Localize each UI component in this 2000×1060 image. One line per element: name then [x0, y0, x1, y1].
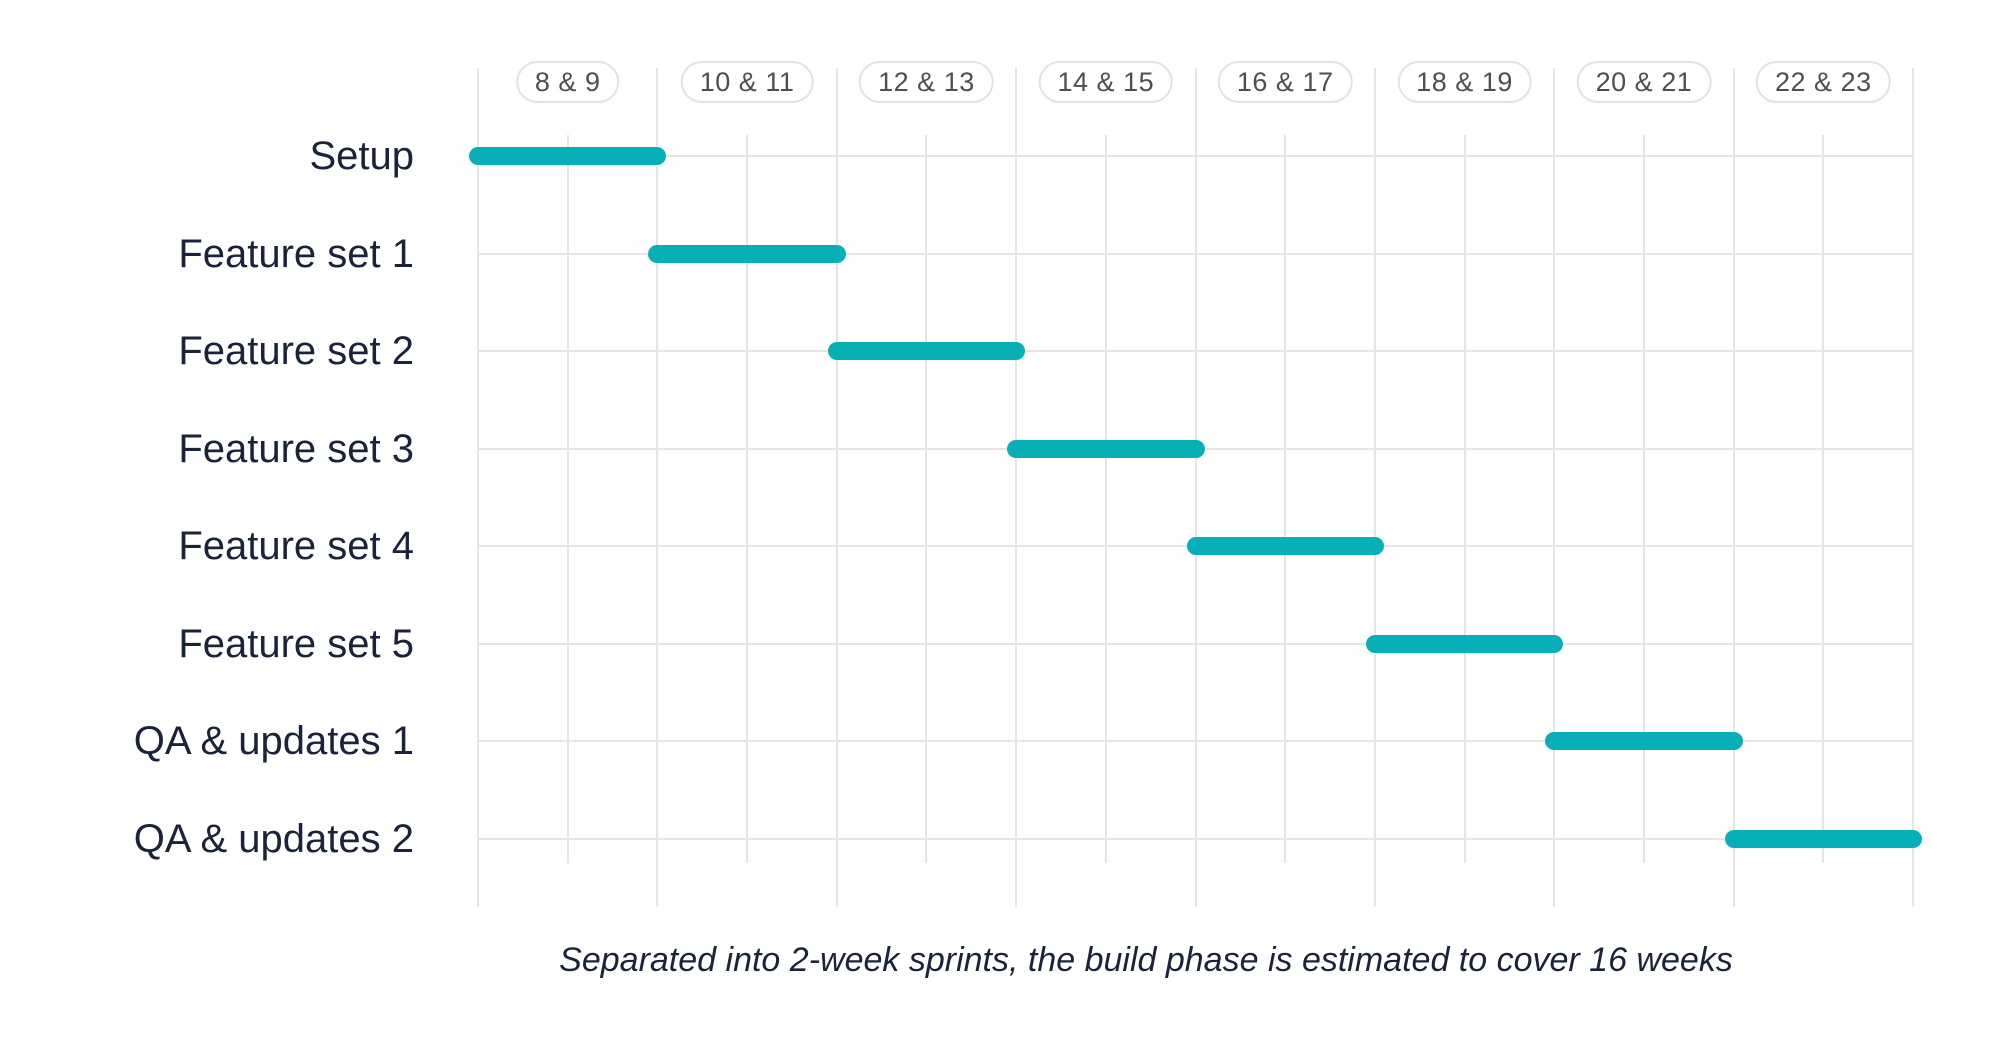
gantt-bar [1724, 829, 1922, 848]
gridline-vertical-major [656, 68, 659, 907]
gridline-vertical-major [1194, 68, 1197, 907]
gridline-vertical-major [1553, 68, 1556, 907]
gridline-vertical-minor [1284, 135, 1287, 863]
chart-caption: Separated into 2-week sprints, the build… [559, 941, 1733, 979]
gridline-vertical-minor [1642, 135, 1645, 863]
gridline-row [478, 740, 1913, 743]
task-row-label: Feature set 1 [178, 231, 414, 276]
gridline-vertical-minor [1463, 135, 1466, 863]
gridline-row [478, 155, 1913, 157]
gridline-vertical-major [1732, 68, 1735, 907]
gantt-bar [827, 342, 1026, 361]
gantt-bar [1007, 439, 1205, 458]
sprint-header-pill: 18 & 19 [1397, 61, 1532, 103]
gridline-vertical-minor [925, 135, 928, 863]
gridline-row [478, 350, 1913, 353]
task-row-label: Setup [309, 134, 414, 178]
sprint-header-pill: 10 & 11 [680, 61, 814, 103]
gridline-vertical-minor [1822, 135, 1825, 863]
task-row-label: QA & updates 2 [133, 816, 414, 861]
gridline-row [478, 837, 1913, 840]
gridline-vertical-minor [566, 135, 569, 863]
gridline-vertical-major [1912, 68, 1914, 907]
gridline-vertical-major [477, 68, 479, 907]
task-row-label: QA & updates 1 [133, 719, 414, 764]
task-row-label: Feature set 2 [178, 329, 414, 374]
sprint-header-pill: 8 & 9 [515, 61, 620, 103]
gantt-bar [1545, 732, 1743, 751]
sprint-header-pill: 16 & 17 [1217, 61, 1353, 103]
sprint-header-pill: 20 & 21 [1576, 61, 1712, 103]
sprint-header-pill: 14 & 15 [1038, 61, 1174, 103]
sprint-header-pill: 12 & 13 [859, 61, 994, 103]
task-row-label: Feature set 4 [178, 524, 414, 569]
gridline-row [478, 642, 1913, 645]
gantt-bar [1186, 537, 1384, 556]
gridline-vertical-major [1015, 68, 1018, 907]
sprint-header-pill: 22 & 23 [1756, 61, 1891, 103]
task-row-label: Feature set 5 [178, 621, 414, 666]
gridline-row [478, 252, 1913, 255]
gantt-bar [1365, 634, 1564, 653]
gridline-vertical-minor [746, 135, 749, 863]
gridline-vertical-major [835, 68, 838, 907]
gantt-bar [469, 147, 667, 165]
task-row-label: Feature set 3 [178, 426, 414, 471]
gridline-vertical-major [1373, 68, 1376, 907]
gridline-vertical-minor [1104, 135, 1107, 863]
gantt-bar [648, 244, 846, 263]
